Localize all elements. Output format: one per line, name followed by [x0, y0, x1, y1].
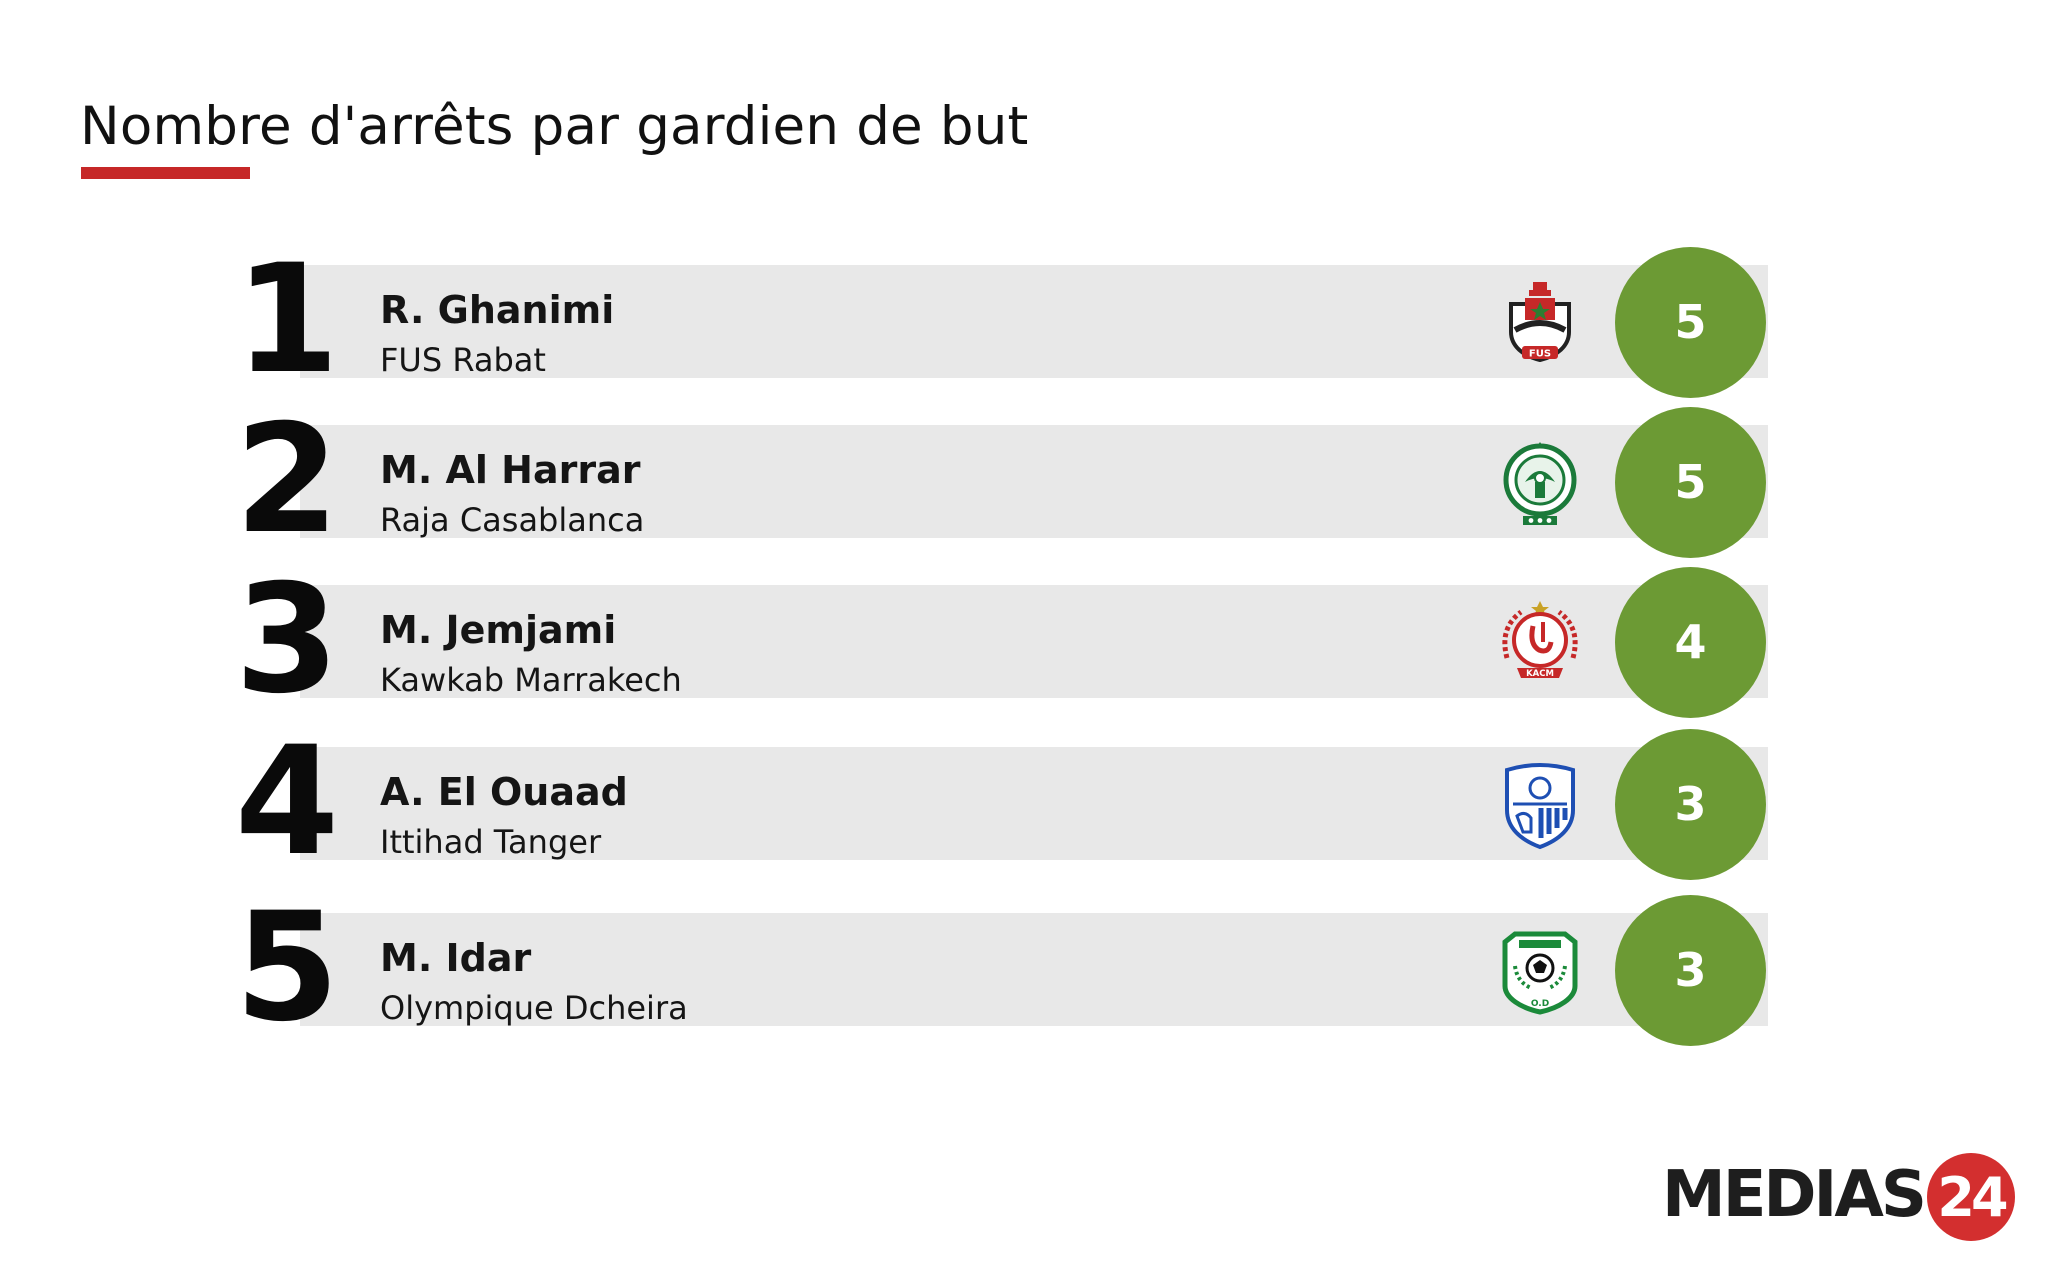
od-logo-text: O.D: [1531, 999, 1549, 1009]
brand-number: 24: [1937, 1166, 2007, 1229]
brand-name: MEDIAS: [1662, 1158, 1927, 1232]
rank-number: 2: [234, 393, 340, 567]
rank-number: 3: [234, 553, 340, 727]
rank-number: 5: [234, 881, 340, 1055]
ranking-row: 4 A. El Ouaad Ittihad Tanger 3: [0, 722, 2048, 882]
saves-badge: 4: [1615, 567, 1766, 718]
fus-logo-text: FUS: [1529, 349, 1551, 360]
ranking-row: 1 R. Ghanimi FUS Rabat FUS 5: [0, 240, 2048, 400]
brand-24-badge: 24: [1927, 1153, 2015, 1241]
player-name: M. Jemjami: [380, 608, 617, 652]
kacm-logo-text: KACM: [1526, 669, 1554, 679]
raja-casablanca-logo: [1495, 438, 1585, 528]
kawkab-marrakech-logo: KACM: [1495, 598, 1585, 688]
medias24-logo: MEDIAS 24: [1662, 1150, 2022, 1250]
ranking-row: 5 M. Idar Olympique Dcheira O.D 3: [0, 888, 2048, 1048]
player-name: A. El Ouaad: [380, 770, 628, 814]
chart-title: Nombre d'arrêts par gardien de but: [80, 96, 1029, 157]
team-name: FUS Rabat: [380, 341, 546, 379]
ittihad-tanger-logo: [1495, 760, 1585, 850]
saves-badge: 3: [1615, 729, 1766, 880]
title-underline: [81, 167, 250, 179]
saves-badge: 5: [1615, 247, 1766, 398]
rank-number: 1: [234, 233, 340, 407]
team-name: Raja Casablanca: [380, 501, 645, 539]
team-name: Olympique Dcheira: [380, 989, 688, 1027]
ranking-row: 3 M. Jemjami Kawkab Marrakech KACM 4: [0, 560, 2048, 720]
team-name: Kawkab Marrakech: [380, 661, 682, 699]
rank-number: 4: [234, 715, 340, 889]
fus-rabat-logo: FUS: [1495, 278, 1585, 368]
olympique-dcheira-logo: O.D: [1495, 926, 1585, 1016]
player-name: M. Al Harrar: [380, 448, 641, 492]
saves-badge: 3: [1615, 895, 1766, 1046]
saves-badge: 5: [1615, 407, 1766, 558]
player-name: M. Idar: [380, 936, 532, 980]
ranking-row: 2 M. Al Harrar Raja Casablanca 5: [0, 400, 2048, 560]
team-name: Ittihad Tanger: [380, 823, 602, 861]
player-name: R. Ghanimi: [380, 288, 615, 332]
